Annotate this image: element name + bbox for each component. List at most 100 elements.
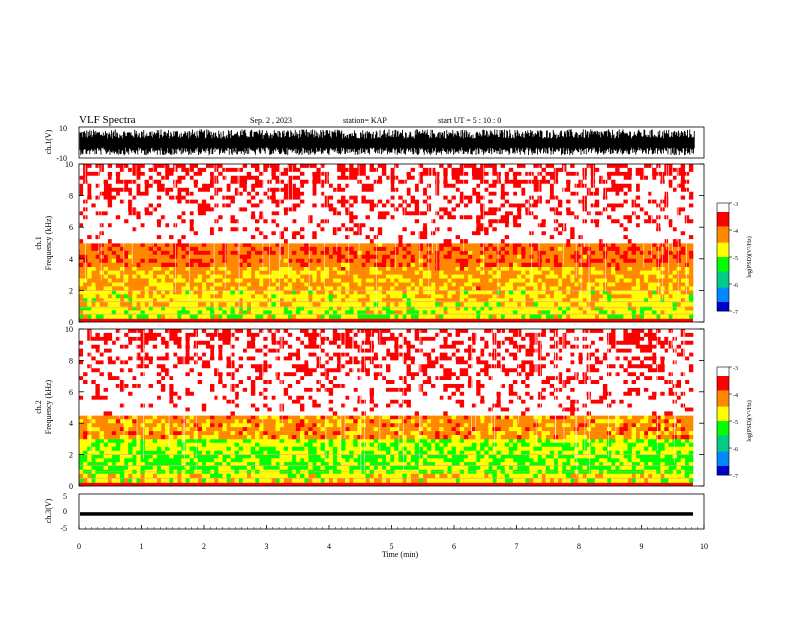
ch1-spectrogram-band-cell: [87, 254, 690, 259]
ch2-spectrogram-band-cell: [123, 415, 661, 420]
ch1-spectrogram-band-cell: [87, 302, 694, 307]
ch2-spectrogram-band-cell: [193, 423, 677, 428]
ch1-spectrogram-band-cell: [79, 164, 690, 169]
ch1-spectrogram-colorbar-cell: [717, 271, 729, 274]
ch2-spectrogram-colorbar-cell: [717, 412, 729, 415]
ch1-spectrogram-colorbar-cell: [717, 294, 729, 297]
ylabel-line: ch.2: [34, 400, 43, 414]
ch1-spectrogram-colorbar-cell: [717, 266, 729, 269]
ch2-spectrogram-band-cell: [79, 372, 694, 377]
figure-title: VLF Spectra: [79, 114, 136, 126]
ch2-spectrogram-colorbar-cell: [717, 376, 729, 379]
ch2-spectrogram-band-cell: [91, 442, 694, 447]
ch1-spectrogram-band-cell: [83, 164, 694, 169]
ch2-spectrogram-colorbar-cell: [717, 403, 729, 406]
ch2-spectrogram-colorbar-cell: [717, 451, 729, 454]
ch1-spectrogram-band-cell: [79, 203, 690, 208]
ch1-spectrogram-colorbar-cell: [717, 215, 729, 218]
ch1-spectrogram-colorbar-cell: [717, 226, 729, 229]
ch1-spectrogram-band-cell: [79, 243, 694, 248]
ch1-spectrogram-colorbar-cell: [717, 246, 729, 249]
ch2-spectrogram-colorbar-cell: [717, 374, 729, 377]
ch2-spectrogram-yticks: 0 2 4 6 8 10: [65, 325, 704, 491]
ch1-spectrogram-band-cell: [91, 314, 690, 320]
ch1-spectrogram-band-cell: [99, 250, 694, 256]
ch3-ytick-minus5: -5: [60, 524, 67, 533]
ch3-waveform-trace: [80, 512, 693, 516]
date-label: Sep. 2 , 2023: [250, 116, 292, 125]
ch2-spectrogram-band-cell: [185, 407, 694, 412]
ch2-spectrogram-colorbar-cell: [717, 446, 729, 449]
ch1-spectrogram-band-cell: [557, 246, 563, 252]
ch2-spectrogram-panel: 0 2 4 6 8 10 ch.2Frequency (kHz) -3 -4 -5 -6 -7 lo…: [34, 325, 753, 491]
ch2-spectrogram-colorbar-cell: [717, 410, 729, 413]
ch2-spectrogram-band-cell: [79, 442, 690, 447]
ch3-waveform-ylabel: ch.3(V): [44, 498, 53, 523]
ch1-spectrogram-colorbar-label: -6: [733, 283, 738, 289]
ch1-spectrogram-colorbar-cell: [717, 212, 729, 215]
ch2-spectrogram-colorbar-cell: [717, 408, 729, 411]
ch2-spectrogram-band-cell: [79, 407, 686, 412]
ch2-spectrogram-band-cell: [87, 427, 673, 432]
ylabel-line: Frequency (kHz): [44, 379, 53, 434]
ch2-spectrogram-colorbar-cell: [717, 397, 729, 400]
ch1-spectrogram-colorbar-cell: [717, 300, 729, 303]
ch1-spectrogram-band-cell: [83, 223, 694, 228]
ch1-spectrogram-ytick-label: 8: [69, 192, 73, 201]
ch2-spectrogram-ytick-label: 10: [65, 325, 73, 334]
ch2-spectrogram-colorbar-cell: [717, 422, 729, 425]
ch2-spectrogram-band-cell: [119, 403, 686, 408]
ch1-spectrogram-panel: 0 2 4 6 8 10 ch.1Frequency (kHz) -3 -4 -5 -6 -7 lo…: [34, 160, 753, 327]
ch1-spectrogram-band-cell: [87, 286, 694, 291]
ch2-spectrogram-band-cell: [87, 329, 686, 334]
ch1-spectrogram-colorbar-cell: [717, 249, 729, 252]
ch2-spectrogram-band-cell: [79, 360, 677, 365]
ch2-spectrogram-band-cell: [83, 419, 694, 424]
ch2-spectrogram-colorbar-cell: [717, 379, 729, 382]
ch1-spectrogram-band-cell: [87, 266, 690, 271]
ch1-spectrogram-colorbar-cell: [717, 253, 729, 256]
ch1-spectrogram-band-cell: [79, 231, 694, 236]
ch2-spectrogram-colorbar-cell: [717, 444, 729, 447]
ch2-spectrogram-band-cell: [79, 438, 694, 444]
ch1-spectrogram-band-cell: [79, 290, 681, 295]
ch1-spectrogram-colorbar-cell: [717, 305, 729, 308]
ch1-spectrogram-colorbar-cell: [717, 285, 729, 288]
ch1-spectrogram-band-cell: [79, 179, 694, 185]
ch2-spectrogram-colorbar-label: -6: [733, 447, 738, 453]
ch2-spectrogram-band-cell: [83, 348, 694, 353]
ch2-spectrogram-colorbar-cell: [717, 464, 729, 467]
ch1-spectrogram-colorbar-cell: [717, 282, 729, 285]
ch2-spectrogram-band-cell: [87, 332, 694, 338]
ch2-spectrogram-colorbar-cell: [717, 377, 729, 380]
ch1-spectrogram-colorbar-cell: [717, 203, 729, 206]
ch1-spectrogram-band-cell: [79, 282, 690, 287]
ch1-spectrogram-band-cell: [341, 262, 518, 267]
ch2-spectrogram-band-cell: [79, 391, 694, 396]
ch1-spectrogram-band-cell: [87, 274, 673, 279]
ch1-spectrogram-ytick-label: 10: [65, 160, 73, 169]
ch2-spectrogram-colorbar-cell: [717, 435, 729, 438]
ch1-spectrogram-band-cell: [83, 215, 690, 220]
ch3-ytick-5: 5: [63, 492, 67, 501]
ch2-spectrogram-colorbar-cell: [717, 390, 729, 393]
ch2-spectrogram-band-cell: [79, 411, 694, 416]
ch1-spectrogram-colorbar-cell: [717, 240, 729, 243]
ch2-spectrogram-band-cell: [79, 431, 690, 436]
ch2-spectrogram-band-cell: [83, 462, 694, 467]
ch1-spectrogram-band-cell: [79, 262, 690, 267]
ch1-spectrogram-colorbar-cell: [717, 239, 729, 242]
ch2-spectrogram-colorbar-cell: [717, 392, 729, 395]
ch2-spectrogram-colorbar-cell: [717, 424, 729, 427]
ch1-spectrogram-colorbar-cell: [717, 208, 729, 211]
ch1-spectrogram-ytick-label: 0: [69, 318, 73, 327]
ch1-spectrogram-colorbar-cell: [717, 303, 729, 306]
ch2-spectrogram-colorbar-cell: [717, 406, 729, 409]
time-tick-label: 4: [327, 542, 331, 551]
ch2-spectrogram-band-cell: [79, 336, 694, 342]
ch1-spectrogram-band-cell: [83, 183, 694, 189]
ch1-spectrogram-band-cell: [91, 246, 686, 252]
ch2-spectrogram-band-cell: [87, 415, 665, 420]
ch1-spectrogram-colorbar-cell: [717, 284, 729, 287]
